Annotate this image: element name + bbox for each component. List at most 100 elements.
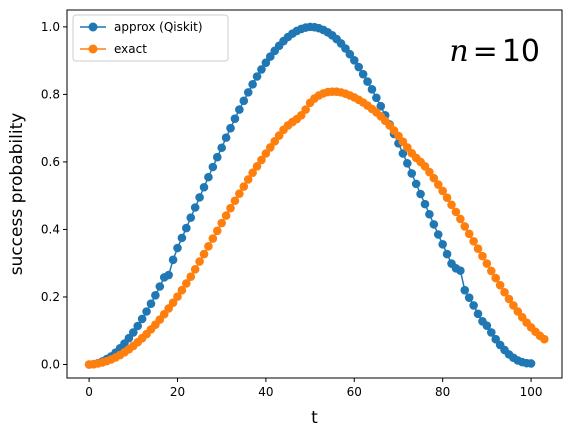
data-point [208,162,218,172]
data-point [261,149,271,158]
data-point [376,101,386,111]
data-point [425,209,434,219]
data-point [456,214,465,224]
data-point [199,249,209,259]
data-point [411,179,421,189]
data-point [195,193,204,202]
data-point [460,222,470,231]
data-point [363,77,372,86]
data-point [146,299,156,309]
x-axis-label: t [311,408,318,428]
data-point [248,79,257,89]
data-point [460,285,470,295]
data-point [226,203,235,213]
data-point [261,58,271,67]
data-point [155,282,165,291]
data-point [398,149,408,158]
data-point [235,189,244,198]
x-tick-label: 0 [85,385,93,399]
data-point [358,69,368,79]
data-point [526,359,536,368]
data-point [438,186,447,196]
plot-frame [66,9,563,379]
data-point [433,180,443,189]
data-point [173,243,182,253]
legend: approx (Qiskit) exact [72,14,229,62]
data-point [509,301,518,310]
y-tick-label: 0.4 [41,222,60,236]
data-point [168,298,178,308]
data-point [469,301,478,310]
data-point [128,328,138,337]
data-point [429,173,439,183]
data-point [478,251,487,261]
data-point [451,207,461,217]
data-point [540,334,549,344]
data-point [486,266,496,276]
data-point [190,264,200,274]
data-point [164,270,173,280]
data-point [212,152,222,162]
x-tick-label: 60 [347,385,362,399]
n-annotation-var: n [449,34,468,69]
data-point [226,123,235,133]
data-point [230,196,240,206]
data-point [137,314,147,324]
data-point [349,56,359,65]
data-point [442,193,452,203]
data-point [182,223,191,233]
data-point [456,266,465,275]
data-point [235,105,244,114]
n-annotation-eq: = [473,34,498,69]
legend-box [72,14,229,62]
data-point [469,236,478,246]
data-point [252,72,262,81]
data-point [217,218,226,228]
legend-marker-exact [88,44,98,54]
data-point [372,93,381,103]
data-point [473,309,483,319]
data-point [438,240,447,249]
data-point [182,279,191,288]
data-point [500,287,509,297]
data-point [177,233,187,243]
data-point [239,182,249,191]
data-point [248,168,257,178]
data-point [495,280,505,290]
data-point [403,158,412,168]
data-point [239,96,249,106]
data-point [133,321,143,331]
data-point [266,143,275,152]
data-point [433,230,443,239]
legend-marker-approx [88,22,98,32]
series-0 [84,22,536,369]
data-point [208,234,218,243]
data-point [230,114,240,124]
data-point [177,285,187,295]
data-point [217,143,226,153]
data-point [473,244,483,253]
data-point [354,62,364,72]
data-point [212,226,222,236]
data-point [252,162,262,171]
y-tick-label: 0.8 [41,87,60,101]
data-point [464,293,474,302]
data-point [442,249,452,259]
y-tick-label: 0.6 [41,155,60,169]
data-point [204,172,213,182]
data-point [173,292,182,301]
x-tick-label: 80 [435,385,450,399]
data-point [416,189,425,199]
data-point [491,273,501,283]
data-point [243,175,253,184]
data-point [221,211,231,220]
data-point [486,328,496,337]
x-tick-label: 20 [170,385,185,399]
data-point [425,167,434,177]
data-point [407,169,417,178]
data-point [420,199,430,209]
data-point [301,105,310,114]
data-point [482,259,492,268]
x-tick-label: 100 [520,385,543,399]
data-point [151,290,160,300]
